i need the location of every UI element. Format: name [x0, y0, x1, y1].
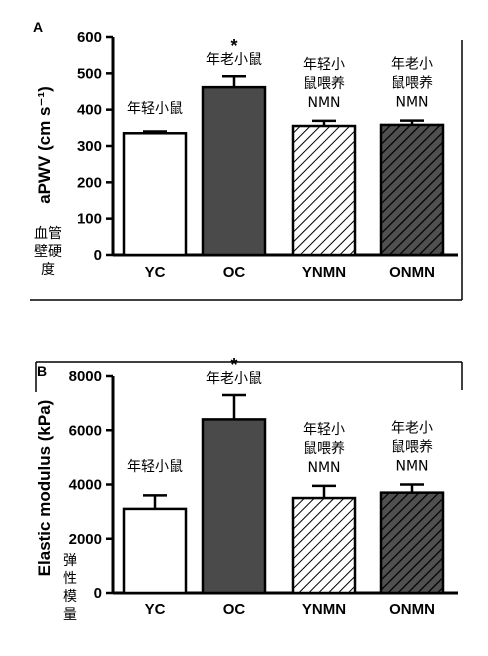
panel-b-x-tick-label: ONMN	[389, 601, 435, 618]
panel-a-x-tick-label: ONMN	[389, 264, 435, 281]
panel-b-significance-star: *	[230, 355, 237, 375]
panel-a-bar-oc	[201, 85, 267, 257]
panel-a-bar-yc	[122, 132, 188, 257]
panel-a-y-tick-label: 0	[94, 247, 102, 264]
panel-b-bar-annotation: 鼠喂养	[303, 441, 345, 457]
panel-b-y-tick-label: 6000	[69, 422, 102, 439]
panel-b-bar-annotation: 年轻小	[303, 422, 345, 438]
panel-b: B 0 2000 4000 6000 8000 Elastic modulus (kPa…	[35, 355, 463, 623]
panel-a-x-tick-label: OC	[223, 264, 246, 281]
panel-b-bar-annotation: 年老小鼠	[206, 371, 262, 387]
panel-b-y-axis-cn-label: 弹	[63, 553, 77, 569]
panel-b-bar-annotation: 鼠喂养	[391, 440, 433, 456]
panel-b-letter: B	[37, 363, 47, 379]
panel-a-bar-annotation: 年老小	[391, 57, 433, 73]
panel-a-y-axis-cn-label: 度	[41, 262, 55, 278]
panel-a-bar-ynmn	[291, 124, 357, 257]
panel-a-y-axis-title: aPWV (cm s⁻¹)	[35, 86, 54, 204]
panel-b-y-tick-label: 4000	[69, 477, 102, 494]
panel-a-bar-onmn	[379, 123, 445, 257]
panel-a-bar-annotation: 年轻小鼠	[127, 101, 183, 117]
panel-a-y-tick-label: 100	[77, 211, 102, 228]
panel-a-bar-annotation: 年老小鼠	[206, 52, 262, 68]
panel-b-y-axis-cn-label: 性	[63, 571, 77, 587]
panel-a-bar-annotation: 鼠喂养	[391, 76, 433, 92]
panel-a-bar-annotation: 鼠喂养	[303, 76, 345, 92]
panel-a-bar-annotation: 年轻小	[303, 57, 345, 73]
panel-b-bar-oc	[201, 418, 267, 595]
panel-b-y-axis-cn-label: 量	[63, 607, 77, 623]
panel-b-bar-ynmn	[291, 496, 357, 595]
panel-a-y-tick-label: 600	[77, 29, 102, 46]
panel-a-y-tick-label: 400	[77, 102, 102, 119]
panel-a-y-axis-cn-label: 壁硬	[34, 244, 62, 260]
panel-a-bar-annotation: NMN	[395, 95, 428, 111]
panel-b-y-axis-cn-label: 模	[63, 589, 77, 605]
panel-b-bar-annotation: 年老小	[391, 421, 433, 437]
panel-b-y-tick-label: 2000	[69, 531, 102, 548]
panel-a: A 0 100 200 300 400 500 600 aPWV (cm s⁻¹) 血管壁硬度…	[30, 19, 463, 301]
panel-b-bar-onmn	[379, 491, 445, 595]
panel-a-y-tick-label: 500	[77, 65, 102, 82]
panel-a-significance-star: *	[230, 36, 237, 56]
panel-b-y-tick-label: 0	[94, 585, 102, 602]
panel-a-letter: A	[33, 19, 43, 35]
panel-b-bar-annotation: NMN	[395, 459, 428, 475]
panel-a-bar-annotation: NMN	[307, 95, 340, 111]
panel-b-y-axis-title: Elastic modulus (kPa)	[35, 400, 54, 577]
panel-b-bars	[122, 393, 445, 595]
panel-b-bar-annotation: 年轻小鼠	[127, 459, 183, 475]
panel-a-x-tick-label: YNMN	[302, 264, 346, 281]
panel-a-y-tick-label: 200	[77, 174, 102, 191]
panel-b-bar-yc	[122, 507, 188, 595]
panel-a-bars	[122, 74, 445, 257]
panel-b-x-tick-label: YC	[145, 601, 166, 618]
panel-b-y-tick-label: 8000	[69, 368, 102, 385]
panel-a-y-tick-label: 300	[77, 138, 102, 155]
panel-b-bar-annotation: NMN	[307, 460, 340, 476]
panel-a-x-tick-label: YC	[145, 264, 166, 281]
panel-b-x-tick-label: YNMN	[302, 601, 346, 618]
panel-b-x-tick-label: OC	[223, 601, 246, 618]
panel-a-y-axis-cn-label: 血管	[34, 226, 62, 242]
